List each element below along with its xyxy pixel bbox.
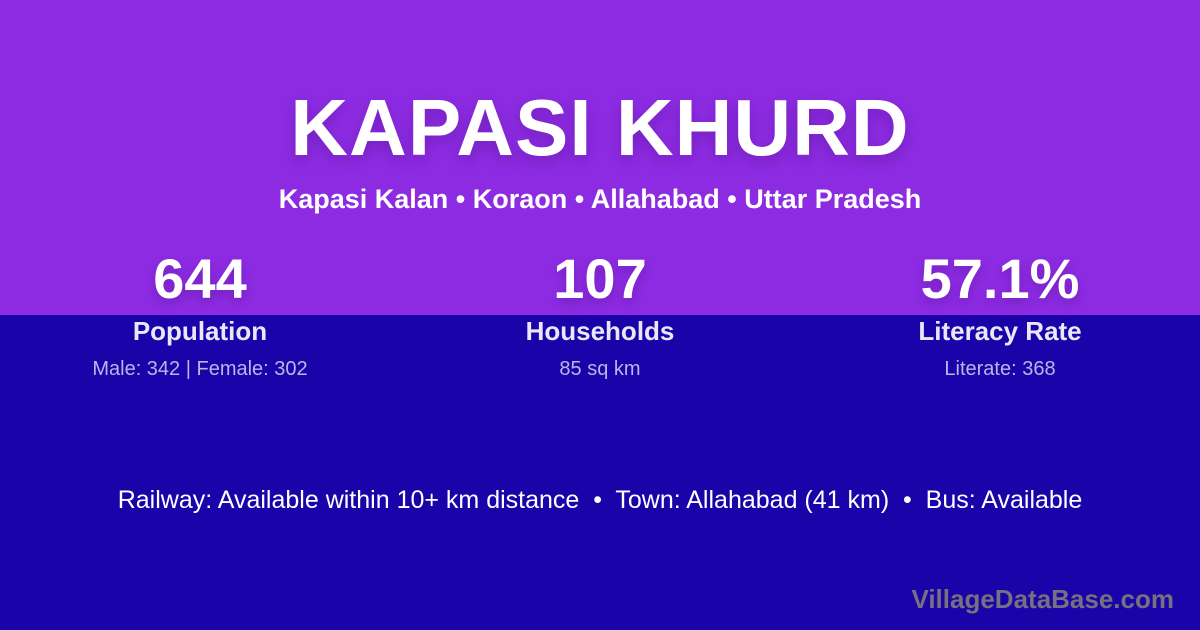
households-label: Households xyxy=(525,316,675,346)
transport-info: Railway: Available within 10+ km distanc… xyxy=(117,486,1083,514)
stat-households: 107 Households 85 sq km xyxy=(400,250,800,381)
page-title: KAPASI KHURD xyxy=(290,83,910,172)
stat-literacy-rate: 57.1% Literacy Rate Literate: 368 xyxy=(800,250,1200,381)
stat-population: 644 Population Male: 342 | Female: 302 xyxy=(0,250,400,381)
population-label: Population xyxy=(132,316,268,346)
stats-row: 644 Population Male: 342 | Female: 302 1… xyxy=(0,250,1200,381)
households-value: 107 xyxy=(553,247,647,310)
literacy-rate-value: 57.1% xyxy=(920,247,1080,310)
literacy-rate-detail: Literate: 368 xyxy=(944,358,1056,380)
breadcrumb: Kapasi Kalan • Koraon • Allahabad • Utta… xyxy=(278,184,922,214)
population-detail: Male: 342 | Female: 302 xyxy=(92,358,308,380)
households-detail: 85 sq km xyxy=(559,358,641,380)
literacy-rate-label: Literacy Rate xyxy=(918,316,1082,346)
watermark: VillageDataBase.com xyxy=(911,584,1174,614)
population-value: 644 xyxy=(153,247,247,310)
